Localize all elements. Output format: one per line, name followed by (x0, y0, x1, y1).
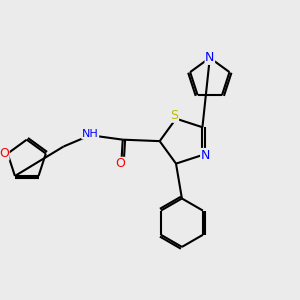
Text: O: O (115, 158, 125, 170)
Text: N: N (205, 51, 214, 64)
Text: S: S (170, 109, 178, 122)
Text: N: N (201, 148, 210, 161)
Text: O: O (0, 147, 9, 160)
Text: NH: NH (82, 129, 99, 139)
